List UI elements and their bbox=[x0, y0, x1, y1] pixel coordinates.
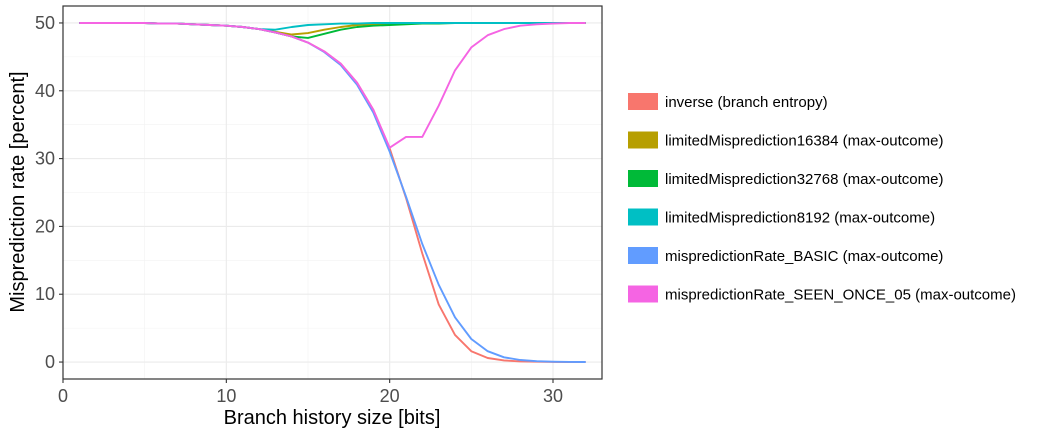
legend-key-4 bbox=[628, 208, 658, 226]
legend-label-4: limitedMisprediction8192 (max-outcome) bbox=[665, 210, 935, 227]
legend-label-1: inverse (branch entropy) bbox=[665, 94, 828, 111]
y-tick-label: 20 bbox=[35, 216, 55, 236]
legend-key-1 bbox=[628, 93, 658, 110]
x-axis-title: Branch history size [bits] bbox=[224, 407, 441, 429]
legend-label-6: mispredictionRate_SEEN_ONCE_05 (max-outc… bbox=[665, 287, 1016, 304]
series-line-6 bbox=[79, 22, 586, 149]
x-tick-label: 10 bbox=[216, 386, 236, 406]
axes: 0 10 20 30 0 10 20 30 40 50 bbox=[35, 13, 563, 406]
legend-label-3: limitedMisprediction32768 (max-outcome) bbox=[665, 171, 943, 188]
legend-key-6 bbox=[628, 285, 658, 303]
legend-label-5: mispredictionRate_BASIC (max-outcome) bbox=[665, 248, 943, 265]
legend-key-3 bbox=[628, 170, 658, 187]
y-tick-label: 0 bbox=[45, 352, 55, 372]
y-tick-label: 10 bbox=[35, 284, 55, 304]
legend-key-2 bbox=[628, 131, 658, 149]
series-lines bbox=[79, 22, 586, 363]
y-axis-title: Misprediction rate [percent] bbox=[7, 71, 29, 312]
x-tick-label: 0 bbox=[58, 386, 68, 406]
legend: inverse (branch entropy) limitedMispredic… bbox=[628, 93, 1016, 304]
x-tick-label: 20 bbox=[380, 386, 400, 406]
plot-panel-border bbox=[62, 5, 603, 380]
y-tick-label: 40 bbox=[35, 81, 55, 101]
y-tick-label: 30 bbox=[35, 149, 55, 169]
legend-label-2: limitedMisprediction16384 (max-outcome) bbox=[665, 133, 943, 150]
y-tick-label: 50 bbox=[35, 13, 55, 33]
legend-key-5 bbox=[628, 247, 658, 264]
x-tick-label: 30 bbox=[543, 386, 563, 406]
